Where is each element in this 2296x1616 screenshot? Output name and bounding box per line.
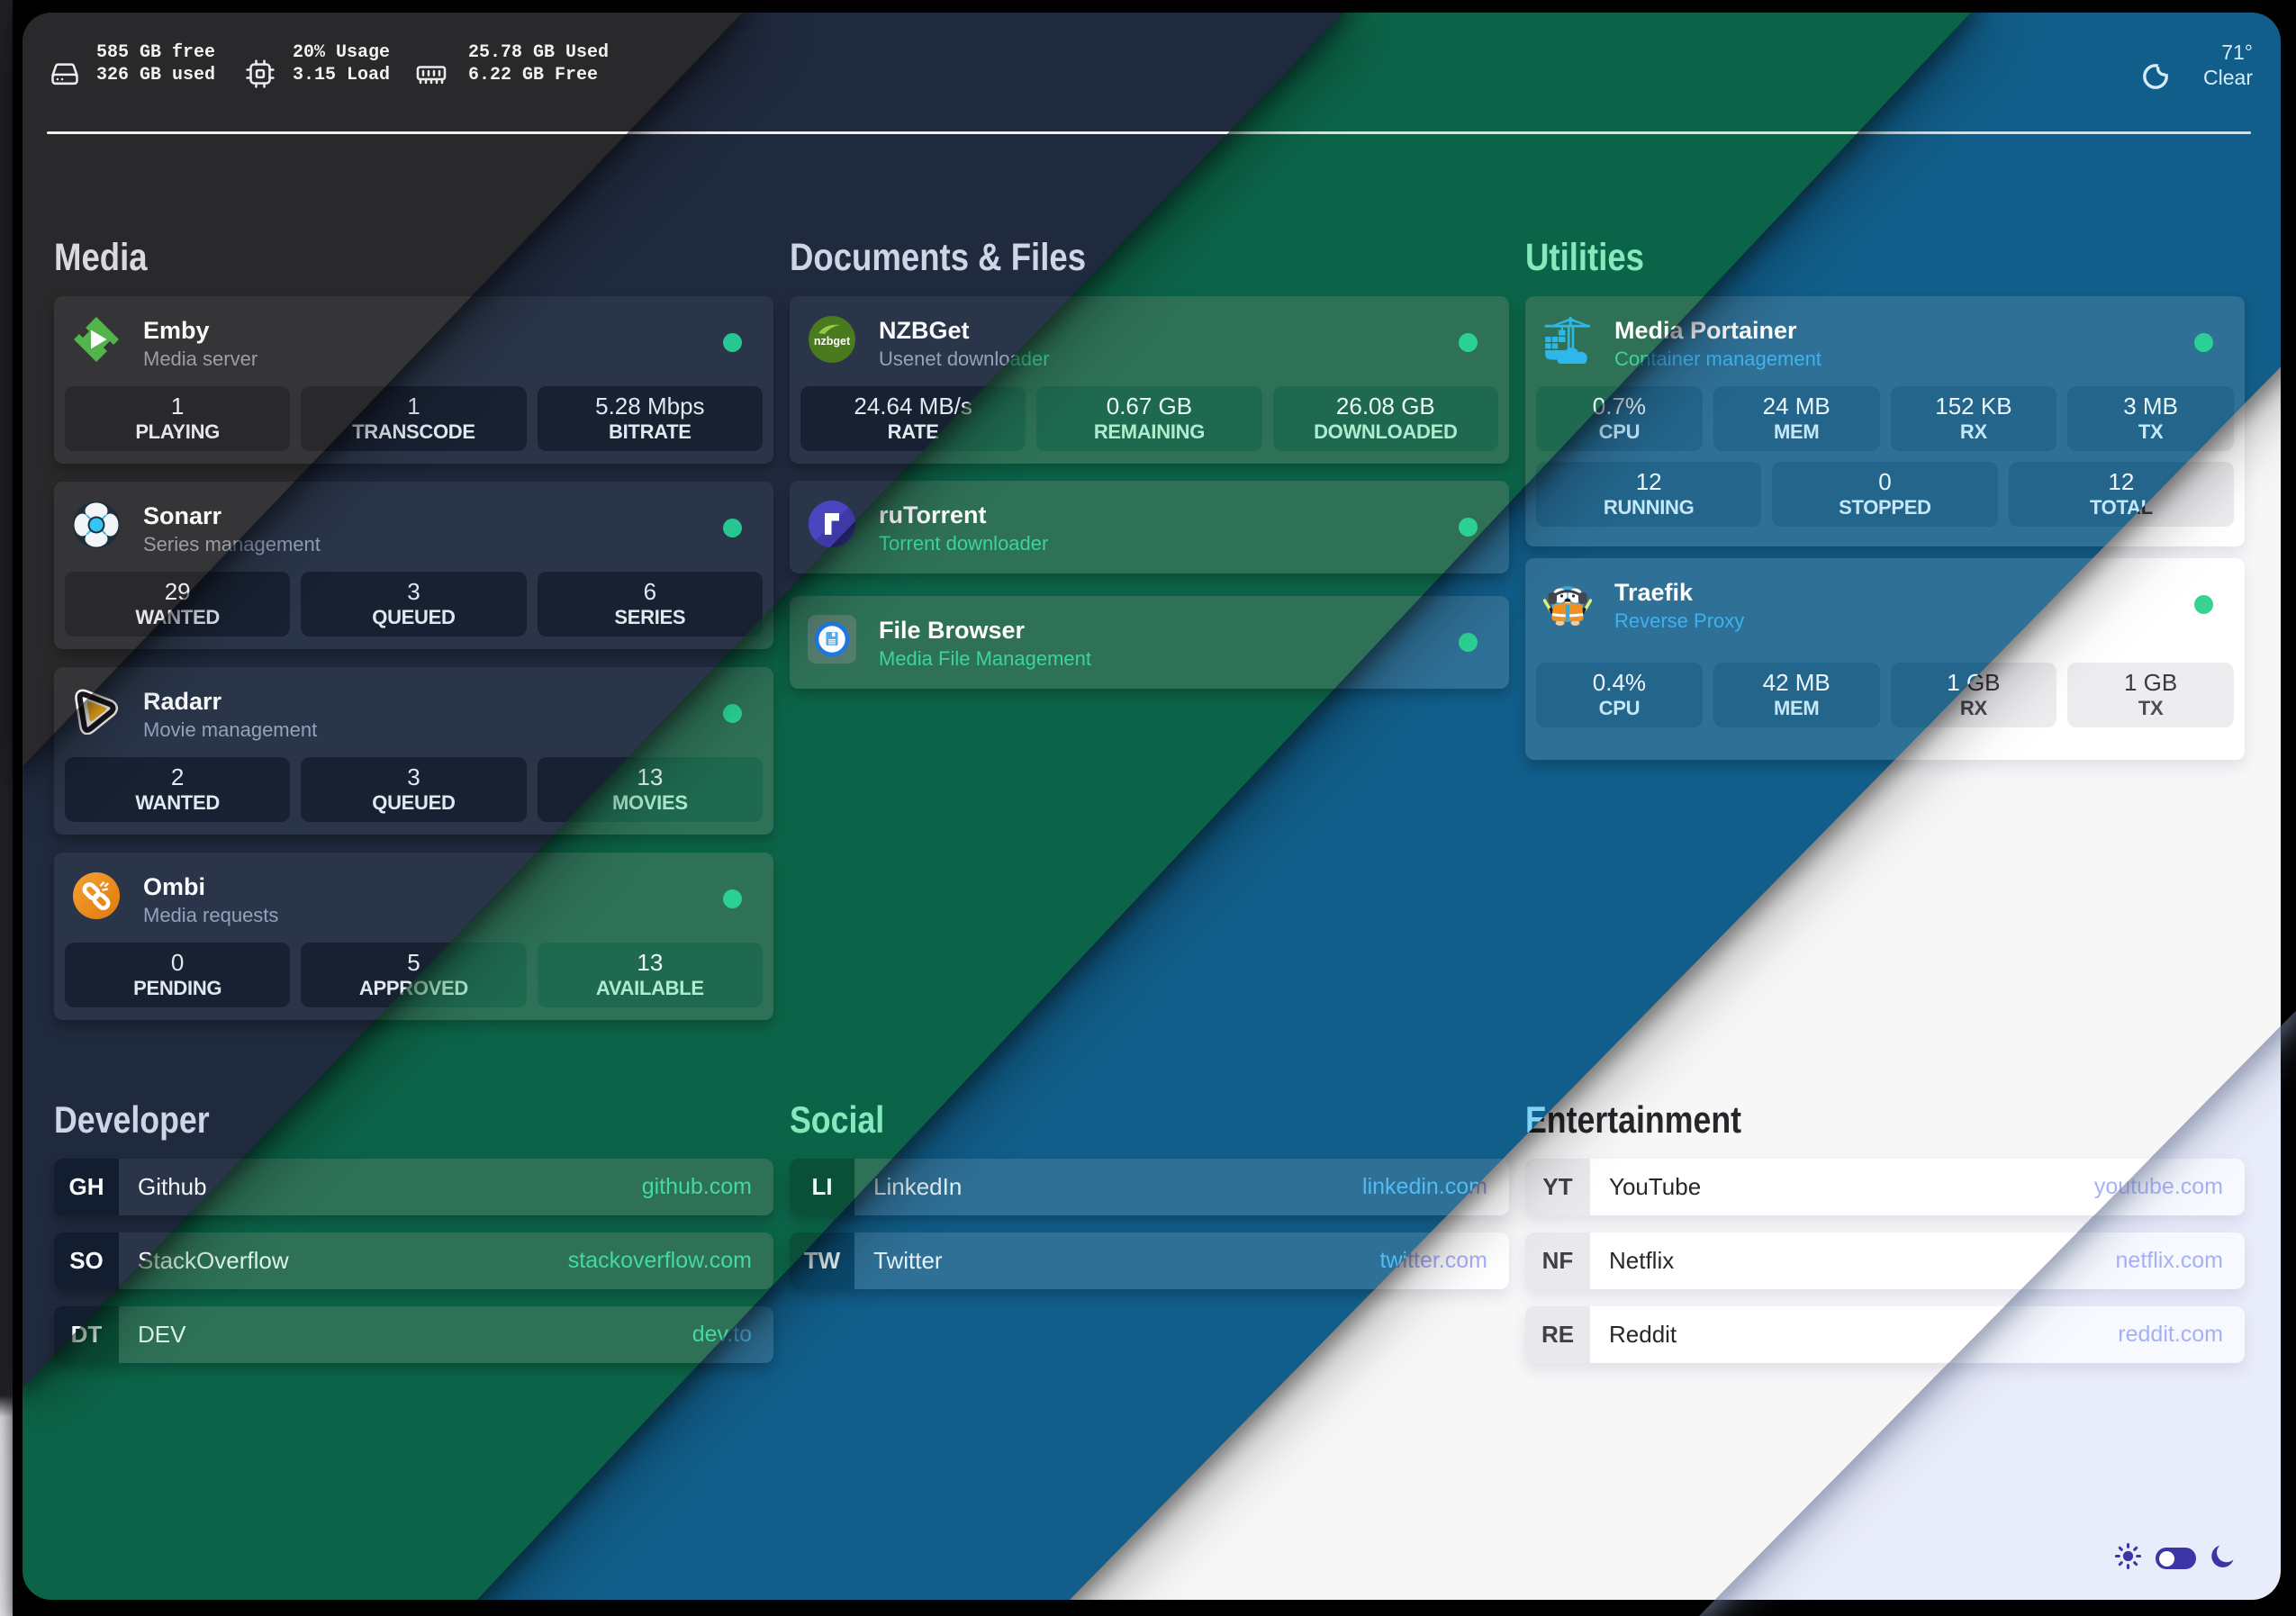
svg-text:nzbget: nzbget — [814, 335, 851, 348]
svg-text:nzbget: nzbget — [814, 335, 851, 348]
